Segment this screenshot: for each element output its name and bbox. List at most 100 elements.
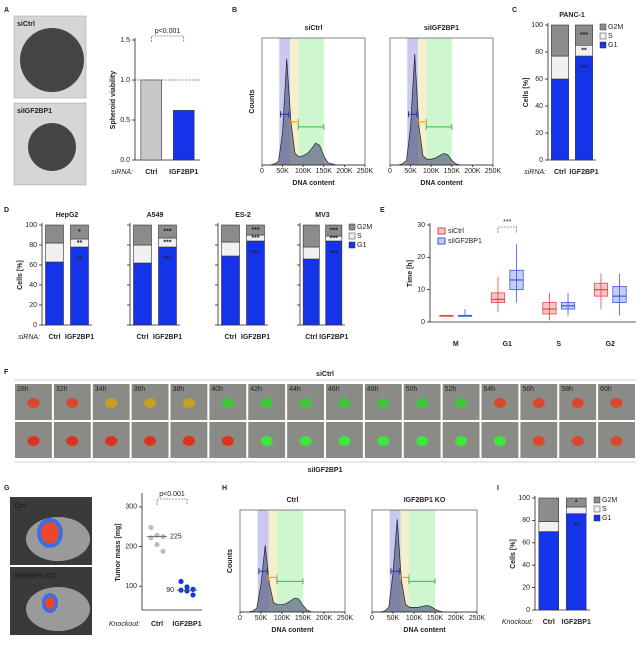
y-tick-label: 1.0 xyxy=(120,77,130,84)
legend-label: G2M xyxy=(357,224,372,231)
x-tick-label: 0 xyxy=(370,615,374,622)
cell xyxy=(182,398,195,408)
x-tick-label: IGF2BP1 xyxy=(569,169,598,176)
y-axis-label: Spheroid viability xyxy=(110,71,117,129)
cell xyxy=(182,436,195,446)
x-tick-label: 150K xyxy=(444,168,461,175)
gate-region xyxy=(400,510,409,612)
x-tick-label: G1 xyxy=(503,341,512,348)
chart-title: ES-2 xyxy=(235,212,251,219)
x-tick-label: IGF2BP1 xyxy=(319,334,348,341)
box xyxy=(612,286,627,303)
y-axis-label: Counts xyxy=(249,89,256,113)
x-tick-label: 50K xyxy=(255,615,268,622)
x-tick-label: IGF2BP1 xyxy=(241,334,270,341)
cell xyxy=(27,398,40,408)
significance: *** xyxy=(163,256,171,263)
data-point xyxy=(148,524,154,531)
x-tick-label: 200K xyxy=(336,168,353,175)
data-point xyxy=(154,532,160,539)
gate-region xyxy=(426,38,452,165)
x-tick-label: 50K xyxy=(387,615,400,622)
significance: * xyxy=(78,229,81,236)
y-tick-label: 80 xyxy=(29,242,37,249)
data-point xyxy=(178,578,184,585)
significance: *** xyxy=(251,235,259,242)
x-tick-label: 0 xyxy=(238,615,242,622)
significance: ** xyxy=(77,240,83,247)
cell xyxy=(493,436,506,446)
significance: ** xyxy=(574,523,580,530)
cell xyxy=(105,436,118,446)
cell xyxy=(416,436,429,446)
bar-segment xyxy=(538,531,559,611)
x-tick-label: 200K xyxy=(448,615,465,622)
image-label: siIGF2BP1 xyxy=(17,108,52,115)
x-tick-label: 200K xyxy=(464,168,481,175)
x-tick-label: Ctrl xyxy=(543,619,555,626)
annotation: p<0.001 xyxy=(155,28,181,35)
x-tick-label: 50K xyxy=(404,168,417,175)
time-label: 44h xyxy=(289,386,301,393)
time-label: 58h xyxy=(561,386,573,393)
plot-frame xyxy=(371,509,478,613)
panel-letter: G xyxy=(4,485,10,492)
bar-segment xyxy=(221,224,240,243)
x-tick-label: S xyxy=(556,341,561,348)
panel-letter: B xyxy=(232,7,237,14)
y-tick-label: 80 xyxy=(535,49,543,56)
x-axis-label: DNA content xyxy=(420,180,463,187)
bar-segment xyxy=(302,258,320,326)
time-label: 28h xyxy=(17,386,29,393)
gate-region xyxy=(298,38,324,165)
legend-label: S xyxy=(608,33,613,40)
significance: *** xyxy=(163,239,171,246)
chart-title: MV3 xyxy=(315,212,330,219)
cell xyxy=(377,398,390,408)
legend-swatch xyxy=(437,237,446,245)
legend-swatch xyxy=(599,23,607,31)
legend-label: siCtrl xyxy=(448,228,464,235)
x-tick-label: Ctrl xyxy=(554,169,566,176)
x-axis-label: siRNA: xyxy=(111,169,133,176)
legend-swatch xyxy=(599,41,607,49)
x-axis-label: DNA content xyxy=(403,627,446,634)
cell xyxy=(571,436,584,446)
cell xyxy=(66,436,79,446)
y-tick-label: 40 xyxy=(535,103,543,110)
cell xyxy=(260,398,273,408)
y-tick-label: 10 xyxy=(417,287,425,294)
cell xyxy=(610,398,623,408)
x-tick-label: Ctrl xyxy=(151,621,163,628)
bracket xyxy=(497,226,517,233)
bar-segment xyxy=(302,246,320,260)
x-tick-label: 100K xyxy=(274,615,291,622)
cell xyxy=(27,436,40,446)
y-tick-label: 0 xyxy=(526,607,530,614)
bracket xyxy=(150,35,185,42)
y-axis-label: Cells [%] xyxy=(510,539,517,569)
significance: *** xyxy=(330,235,338,242)
chart-title: PANC-1 xyxy=(559,12,585,19)
panel-letter: F xyxy=(4,369,9,376)
image-label: siCtrl xyxy=(17,21,35,28)
legend-swatch xyxy=(593,496,601,504)
bar-segment xyxy=(538,497,559,522)
x-tick-label: IGF2BP1 xyxy=(562,619,591,626)
y-tick-label: 100 xyxy=(531,22,543,29)
cell xyxy=(299,398,312,408)
time-label: 42h xyxy=(250,386,262,393)
median-label: 225 xyxy=(170,533,182,540)
legend-swatch xyxy=(348,241,356,249)
x-tick-label: G2 xyxy=(606,341,615,348)
gate-marker xyxy=(408,111,418,118)
y-tick-label: 20 xyxy=(417,254,425,261)
legend-swatch xyxy=(599,32,607,40)
y-tick-label: 20 xyxy=(522,584,530,591)
cell xyxy=(377,436,390,446)
significance: *** xyxy=(580,32,588,39)
cell xyxy=(571,398,584,408)
gate-marker xyxy=(417,118,427,125)
bar-segment xyxy=(133,262,152,326)
y-tick-label: 30 xyxy=(417,222,425,229)
